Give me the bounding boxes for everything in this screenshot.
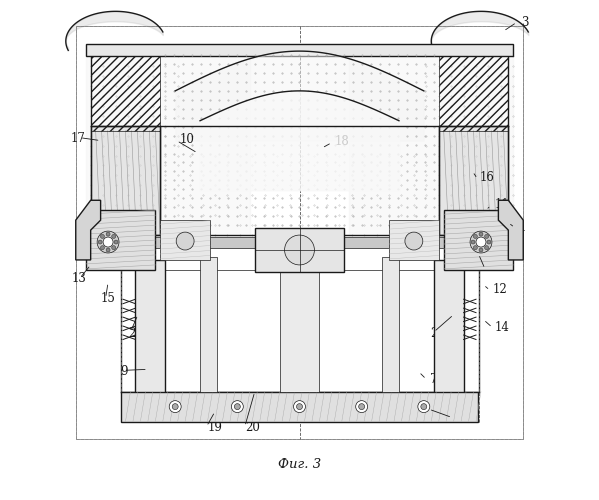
Bar (90, 126, 161, 235)
Bar (280, 272, 319, 392)
Text: 10: 10 (179, 132, 194, 145)
Bar (200, 258, 217, 392)
Circle shape (114, 240, 118, 244)
Bar (444, 210, 513, 270)
Circle shape (479, 248, 483, 252)
Circle shape (473, 234, 477, 238)
Text: 1: 1 (518, 221, 526, 234)
Bar (86, 44, 513, 56)
Bar (389, 220, 438, 260)
Circle shape (101, 234, 104, 238)
Bar (86, 210, 155, 270)
Text: 2.1: 2.1 (128, 326, 147, 340)
Circle shape (231, 400, 243, 412)
Text: 14: 14 (495, 320, 510, 334)
Circle shape (170, 400, 181, 412)
Circle shape (106, 232, 110, 236)
Circle shape (473, 246, 477, 250)
Bar (135, 260, 165, 409)
Text: 7: 7 (429, 373, 437, 386)
Text: 18: 18 (334, 135, 349, 148)
Text: 2: 2 (488, 261, 495, 274)
Bar (255, 228, 344, 272)
Text: 3: 3 (521, 16, 528, 29)
Circle shape (359, 404, 365, 409)
Circle shape (476, 237, 486, 247)
Circle shape (176, 232, 194, 250)
Circle shape (98, 240, 102, 244)
Circle shape (172, 404, 178, 409)
Circle shape (111, 234, 116, 238)
Text: 13: 13 (72, 272, 87, 285)
Circle shape (485, 234, 489, 238)
Circle shape (470, 231, 492, 253)
Text: 2.1: 2.1 (429, 326, 448, 340)
Ellipse shape (285, 235, 314, 265)
Text: 20: 20 (245, 421, 260, 434)
Text: 15: 15 (101, 292, 116, 305)
Bar (120, 392, 479, 422)
Circle shape (101, 246, 104, 250)
Circle shape (111, 246, 116, 250)
Circle shape (106, 248, 110, 252)
Circle shape (418, 400, 429, 412)
Text: Фиг. 3: Фиг. 3 (278, 458, 321, 471)
Text: 12: 12 (492, 284, 507, 296)
Text: 17: 17 (71, 132, 86, 144)
Text: 11: 11 (495, 198, 510, 211)
Circle shape (487, 240, 491, 244)
Circle shape (485, 246, 489, 250)
Circle shape (421, 404, 427, 409)
Circle shape (97, 231, 119, 253)
Polygon shape (75, 200, 101, 260)
Bar (101, 236, 498, 248)
Circle shape (103, 237, 113, 247)
Polygon shape (498, 200, 524, 260)
Circle shape (479, 232, 483, 236)
Bar (161, 220, 210, 260)
Text: 16: 16 (480, 172, 495, 184)
Text: 9: 9 (120, 366, 128, 378)
Bar (434, 260, 464, 409)
Bar (438, 126, 509, 235)
Circle shape (405, 232, 423, 250)
Bar (75, 26, 524, 439)
Bar (382, 258, 399, 392)
Circle shape (471, 240, 475, 244)
Circle shape (294, 400, 305, 412)
Circle shape (297, 404, 302, 409)
Circle shape (234, 404, 240, 409)
Circle shape (356, 400, 368, 412)
Text: 8: 8 (458, 412, 465, 426)
Text: 19: 19 (207, 421, 222, 434)
